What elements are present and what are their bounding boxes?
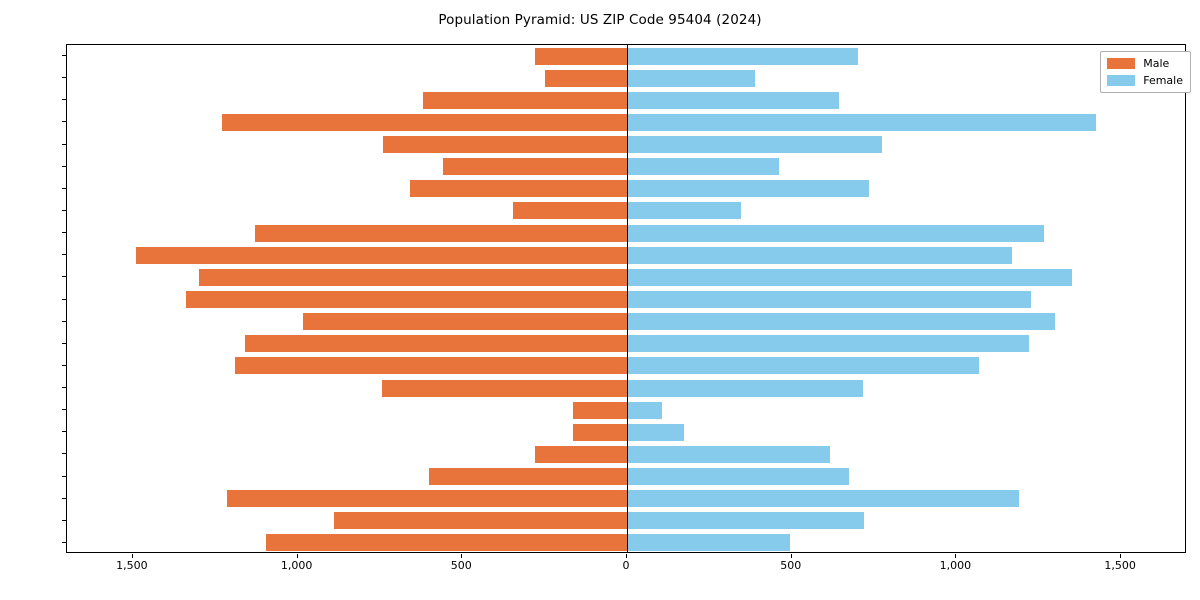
bar-male xyxy=(235,357,627,375)
y-tick-mark xyxy=(62,453,66,455)
x-tick-label: 500 xyxy=(450,559,472,572)
y-tick-mark xyxy=(62,364,66,366)
legend-label: Female xyxy=(1143,74,1183,87)
bar-male xyxy=(534,47,627,65)
bar-female xyxy=(627,357,980,375)
bar-female xyxy=(627,224,1044,242)
legend-entry[interactable]: Female xyxy=(1107,74,1183,87)
y-tick-mark xyxy=(62,165,66,167)
bar-male xyxy=(198,268,627,286)
y-tick-mark xyxy=(62,209,66,211)
bar-female xyxy=(627,158,779,176)
x-tick-mark xyxy=(131,554,133,558)
y-tick-mark xyxy=(62,187,66,189)
bar-male xyxy=(534,445,627,463)
bar-female xyxy=(627,69,756,87)
x-tick-mark xyxy=(296,554,298,558)
x-tick-mark xyxy=(790,554,792,558)
y-tick-mark xyxy=(62,320,66,322)
x-tick-mark xyxy=(461,554,463,558)
bar-female xyxy=(627,202,741,220)
bar-female xyxy=(627,91,840,109)
bar-male xyxy=(302,313,627,331)
bar-female xyxy=(627,313,1056,331)
bar-male xyxy=(383,136,627,154)
bar-female xyxy=(627,136,883,154)
bar-male xyxy=(254,224,627,242)
y-tick-mark xyxy=(62,409,66,411)
x-tick-label: 0 xyxy=(622,559,630,572)
legend-swatch-female xyxy=(1107,75,1136,86)
y-tick-mark xyxy=(62,497,66,499)
y-tick-mark xyxy=(62,431,66,433)
plot-area xyxy=(66,44,1186,553)
chart-legend: Male Female xyxy=(1100,51,1191,93)
legend-swatch-male xyxy=(1107,58,1136,69)
bar-female xyxy=(627,291,1031,308)
x-tick-mark xyxy=(1120,554,1122,558)
bar-male xyxy=(572,423,627,441)
y-tick-mark xyxy=(62,55,66,57)
y-tick-mark xyxy=(62,475,66,477)
y-tick-mark xyxy=(62,298,66,300)
bar-female xyxy=(627,113,1097,131)
bar-male xyxy=(136,246,627,264)
bar-female xyxy=(627,401,662,419)
bar-female xyxy=(627,268,1072,286)
bar-male xyxy=(409,180,627,198)
chart-title: Population Pyramid: US ZIP Code 95404 (2… xyxy=(438,12,762,28)
y-tick-mark xyxy=(62,77,66,79)
bar-male xyxy=(266,534,627,552)
bar-male xyxy=(226,490,627,508)
bar-female xyxy=(627,534,791,552)
bar-male xyxy=(221,113,627,131)
bar-female xyxy=(627,180,870,198)
y-tick-mark xyxy=(62,541,66,543)
x-tick-label: 500 xyxy=(780,559,802,572)
x-tick-mark xyxy=(626,554,627,558)
bar-female xyxy=(627,335,1029,353)
bar-female xyxy=(627,468,850,486)
y-tick-mark xyxy=(62,143,66,145)
bar-male xyxy=(442,158,627,176)
bar-female xyxy=(627,512,865,530)
bar-female xyxy=(627,423,684,441)
legend-label: Male xyxy=(1143,57,1170,70)
bar-male xyxy=(185,291,627,308)
bar-male xyxy=(422,91,627,109)
bar-female xyxy=(627,490,1019,508)
bar-male xyxy=(429,468,627,486)
x-tick-label: 1,500 xyxy=(116,559,148,572)
x-tick-label: 1,000 xyxy=(939,559,972,572)
bar-male xyxy=(544,69,627,87)
bar-female xyxy=(627,379,863,397)
bar-male xyxy=(381,379,627,397)
bar-male xyxy=(244,335,627,353)
x-tick-label: 1,000 xyxy=(280,559,313,572)
x-tick-label: 1,500 xyxy=(1104,559,1136,572)
x-tick-mark xyxy=(955,554,957,558)
y-tick-mark xyxy=(62,254,66,256)
y-tick-mark xyxy=(62,232,66,234)
y-tick-mark xyxy=(62,342,66,344)
y-tick-mark xyxy=(62,276,66,278)
bar-female xyxy=(627,445,830,463)
bar-female xyxy=(627,47,858,65)
bar-male xyxy=(572,401,627,419)
bar-female xyxy=(627,246,1013,264)
bar-male xyxy=(333,512,627,530)
y-tick-mark xyxy=(62,519,66,521)
y-tick-mark xyxy=(62,387,66,389)
y-tick-mark xyxy=(62,99,66,101)
bar-male xyxy=(513,202,627,220)
legend-entry[interactable]: Male xyxy=(1107,57,1183,70)
zero-axis-line xyxy=(627,45,628,552)
y-tick-mark xyxy=(62,121,66,123)
